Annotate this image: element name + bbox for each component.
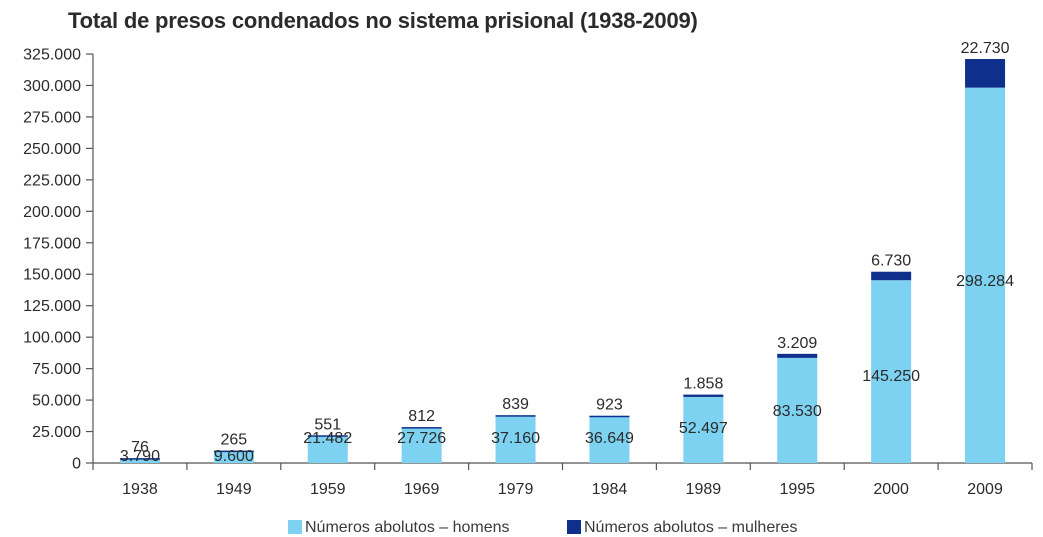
y-tick-label: 125.000 [23, 298, 81, 315]
y-tick-label: 200.000 [23, 204, 81, 221]
data-label-men: 52.497 [679, 420, 728, 437]
data-label-women: 3.209 [777, 335, 817, 352]
bar-men [589, 416, 630, 463]
bar-men [965, 87, 1006, 463]
x-tick-label: 1984 [592, 481, 628, 498]
bar-men [401, 428, 442, 463]
bar-women [589, 415, 630, 418]
y-tick-label: 225.000 [23, 172, 81, 189]
data-label-men: 298.284 [956, 273, 1014, 290]
legend: Números abolutos – homens Números aboluto… [288, 519, 797, 536]
y-tick-label: 0 [72, 456, 81, 473]
data-label-women: 76 [131, 439, 149, 456]
bar-women [871, 271, 912, 281]
y-tick-label: 50.000 [32, 393, 81, 410]
bar-women [683, 394, 724, 397]
data-label-men: 37.160 [491, 430, 540, 447]
data-label-women: 812 [408, 408, 435, 425]
data-label-women: 22.730 [961, 40, 1010, 57]
bar-women [777, 353, 818, 358]
bar-women [965, 59, 1006, 88]
y-tick-label: 175.000 [23, 235, 81, 252]
data-label-men: 21.482 [303, 430, 352, 447]
data-label-men: 83.530 [773, 403, 822, 420]
x-tick-label: 1938 [122, 481, 158, 498]
legend-label-women: Números abolutos – mulheres [584, 519, 797, 536]
bar-men [213, 450, 254, 463]
x-tick-label: 1979 [498, 481, 534, 498]
legend-swatch-men [288, 520, 302, 534]
chart-title: Total de presos condenados no sistema pr… [68, 8, 698, 33]
data-label-men: 9.600 [214, 448, 254, 465]
data-label-men: 36.649 [585, 430, 634, 447]
x-axis: 1938 1949 1959 1969 1979 1984 1989 1995 2000 2009 [92, 462, 1033, 498]
data-label-women: 6.730 [871, 253, 911, 270]
legend-swatch-women [567, 520, 581, 534]
data-label-women: 551 [314, 416, 341, 433]
bar-women [307, 435, 348, 437]
legend-label-men: Números abolutos – homens [305, 519, 510, 536]
x-tick-label: 1959 [310, 481, 346, 498]
bar-men [871, 280, 912, 463]
bar-women [495, 415, 536, 417]
y-tick-label: 150.000 [23, 267, 81, 284]
data-label-women: 839 [502, 396, 529, 413]
data-label-men: 27.726 [397, 430, 446, 447]
x-tick-label: 1969 [404, 481, 440, 498]
y-tick-label: 325.000 [23, 47, 81, 64]
x-tick-label: 1989 [686, 481, 722, 498]
data-label-men: 3.790 [120, 448, 160, 465]
bar-men [307, 435, 348, 463]
data-label-women: 923 [596, 397, 623, 414]
x-tick-label: 2000 [873, 481, 909, 498]
x-tick-label: 1995 [779, 481, 815, 498]
bar-men [495, 416, 536, 463]
data-label-women: 265 [220, 432, 247, 449]
y-tick-label: 300.000 [23, 78, 81, 95]
y-tick-label: 75.000 [32, 361, 81, 378]
bar-women [401, 427, 442, 429]
bars [119, 59, 1006, 463]
data-label-women: 1.858 [683, 376, 723, 393]
x-tick-label: 2009 [967, 481, 1003, 498]
data-label-men: 145.250 [862, 368, 920, 385]
bar-men [119, 458, 160, 463]
y-tick-label: 100.000 [23, 330, 81, 347]
x-tick-label: 1949 [216, 481, 252, 498]
bar-men [777, 357, 818, 463]
y-tick-label: 250.000 [23, 141, 81, 158]
bar-women [119, 458, 160, 460]
bar-men [683, 396, 724, 463]
y-tick-label: 25.000 [32, 424, 81, 441]
y-tick-label: 275.000 [23, 109, 81, 126]
y-axis: 0 25.000 50.000 75.000 100.000 125.000 150.000… [23, 47, 94, 473]
bar-women [213, 450, 254, 453]
